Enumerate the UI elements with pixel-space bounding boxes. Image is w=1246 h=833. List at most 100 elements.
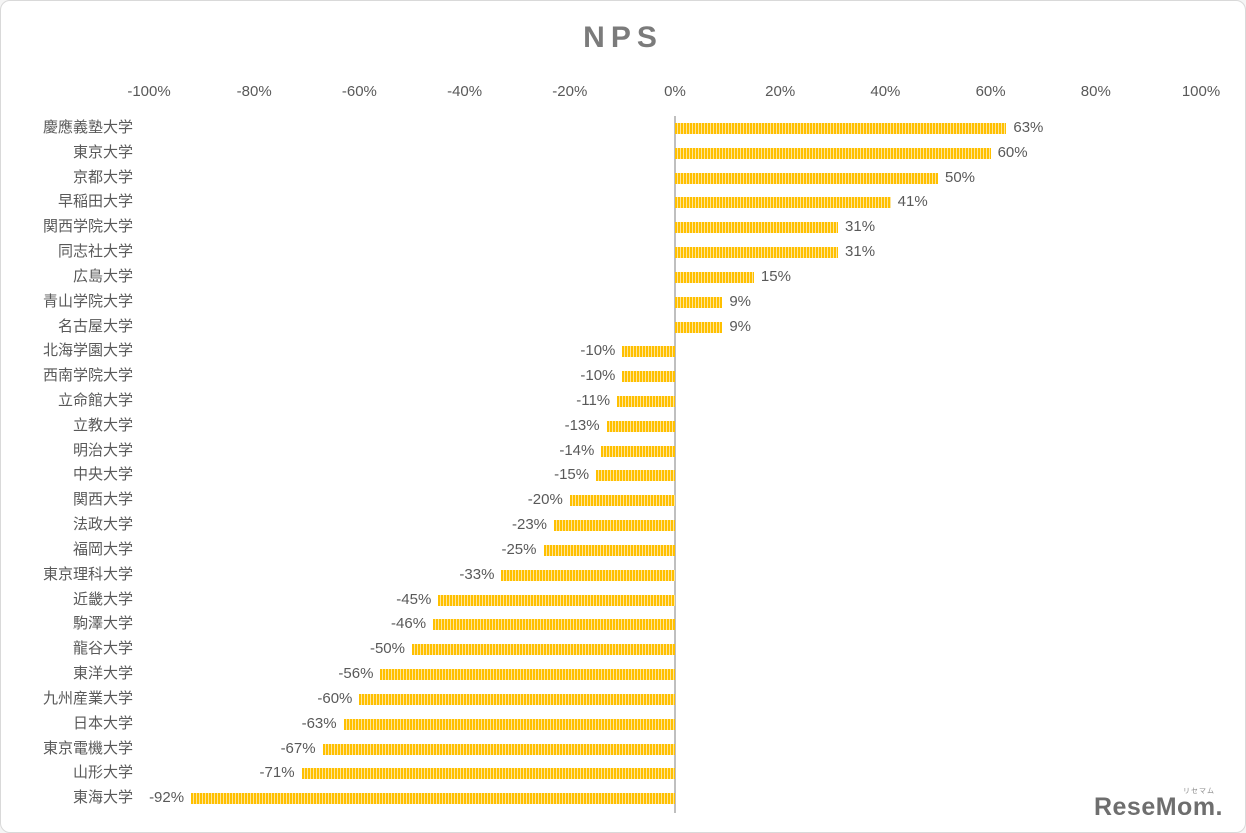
category-label: 早稲田大学 [57,193,133,211]
value-label: 41% [897,193,928,211]
bar-row: 西南学院大学 -10% [43,364,1201,389]
bar-row: 九州産業大学 -60% [43,687,1201,712]
bar-row: 慶應義塾大学 63% [43,116,1201,141]
bar [675,247,839,259]
bar [322,743,675,755]
axis-tick-label: 100% [1181,83,1221,100]
value-label: -11% [576,392,611,410]
value-label: -46% [391,615,427,633]
value-label: -13% [564,416,600,434]
bar-row: 東京大学 60% [73,141,1201,166]
bar-row: 福岡大学 -25% [73,538,1201,563]
axis-tick-label: 20% [765,83,796,100]
bar [569,495,675,507]
axis-tick-label: 60% [975,83,1006,100]
category-label: 中央大学 [72,466,133,484]
x-axis-labels: -100% -80% -60% -40% -20% 0% 20% 40% 60% 80% 100% [127,83,1220,101]
value-label: -71% [259,764,295,782]
category-label: 法政大学 [72,516,133,534]
category-label: 駒澤大学 [72,615,133,633]
bar-row: 立命館大学 -11% [58,389,1201,414]
category-label: 名古屋大学 [57,317,133,335]
bar-row: 京都大学 50% [73,166,1201,191]
bar-row: 名古屋大学 9% [58,315,1201,340]
value-label: -50% [369,640,405,658]
bar [438,594,675,606]
value-label: -67% [280,739,316,757]
category-label: 山形大学 [72,764,133,782]
category-label: 北海学園大学 [42,342,133,360]
value-label: -10% [580,367,616,385]
axis-tick-label: 80% [1080,83,1111,100]
category-label: 同志社大学 [57,243,133,261]
bar [554,520,675,532]
bar [675,147,991,159]
bar [433,619,675,631]
category-label: 福岡大学 [72,540,133,558]
bar [412,644,675,656]
bar-row: 山形大学 -71% [73,761,1201,786]
value-label: -14% [559,441,595,459]
value-label: -63% [301,714,337,732]
value-label: 9% [729,317,752,335]
bar-row: 早稲田大学 41% [58,190,1201,215]
resemom-logo-small-text: リセマム [1183,788,1215,795]
axis-tick-label: 40% [870,83,901,100]
value-label: -23% [512,516,548,534]
category-label: 近畿大学 [72,590,133,608]
value-label: 9% [729,292,752,310]
bar-row: 関西大学 -20% [73,488,1201,513]
category-label: 西南学院大学 [42,367,133,385]
value-label: -15% [554,466,590,484]
category-label: 関西学院大学 [42,218,133,236]
category-label: 広島大学 [72,267,133,285]
value-label: 31% [845,243,876,261]
plot-area: 慶應義塾大学 63% 東京大学 60% 京都大学 50% 早稲田大学 41% 関西学院大学 31%… [43,116,1201,813]
category-label: 関西大学 [72,491,133,509]
category-label: 東京電機大学 [42,739,133,757]
bar [675,222,839,234]
category-label: 東海大学 [72,789,133,807]
bar [343,718,675,730]
axis-tick-label: 0% [664,83,686,100]
category-label: 東京大学 [72,143,133,161]
resemom-logo: リセマム ReseMom. [1094,788,1223,822]
value-label: 15% [760,267,791,285]
category-label: 立命館大学 [57,392,133,410]
bar [622,346,675,358]
bar-row: 広島大学 15% [73,265,1201,290]
bar-row: 近畿大学 -45% [73,588,1201,613]
bar [191,793,675,805]
bar-row: 立教大学 -13% [73,414,1201,439]
value-label: 31% [845,218,876,236]
bar [622,371,675,383]
value-label: -10% [580,342,616,360]
category-label: 青山学院大学 [42,292,133,310]
bar-row: 関西学院大学 31% [43,215,1201,240]
bar-row: 東海大学 -92% [73,786,1201,811]
bar-row: 東京理科大学 -33% [43,563,1201,588]
axis-tick-label: -80% [236,83,272,100]
bar-row: 東洋大学 -56% [73,662,1201,687]
bar-row: 青山学院大学 9% [43,290,1201,315]
bar [301,768,675,780]
bar [601,445,675,457]
bar-row: 日本大学 -63% [73,712,1201,737]
axis-tick-label: -60% [341,83,377,100]
bar-row: 法政大学 -23% [73,513,1201,538]
category-label: 龍谷大学 [72,640,133,658]
bar [596,470,675,482]
bar [675,123,1007,134]
value-label: -60% [317,689,353,707]
category-label: 日本大学 [72,714,133,732]
bar-row: 明治大学 -14% [73,439,1201,464]
category-label: 慶應義塾大学 [42,119,133,136]
bar-row: 龍谷大学 -50% [73,637,1201,662]
category-label: 明治大学 [72,441,133,459]
category-label: 立教大学 [72,416,133,434]
bar [617,396,675,408]
bar-row: 中央大学 -15% [73,463,1201,488]
value-label: 63% [1013,119,1044,136]
bar [675,197,891,209]
